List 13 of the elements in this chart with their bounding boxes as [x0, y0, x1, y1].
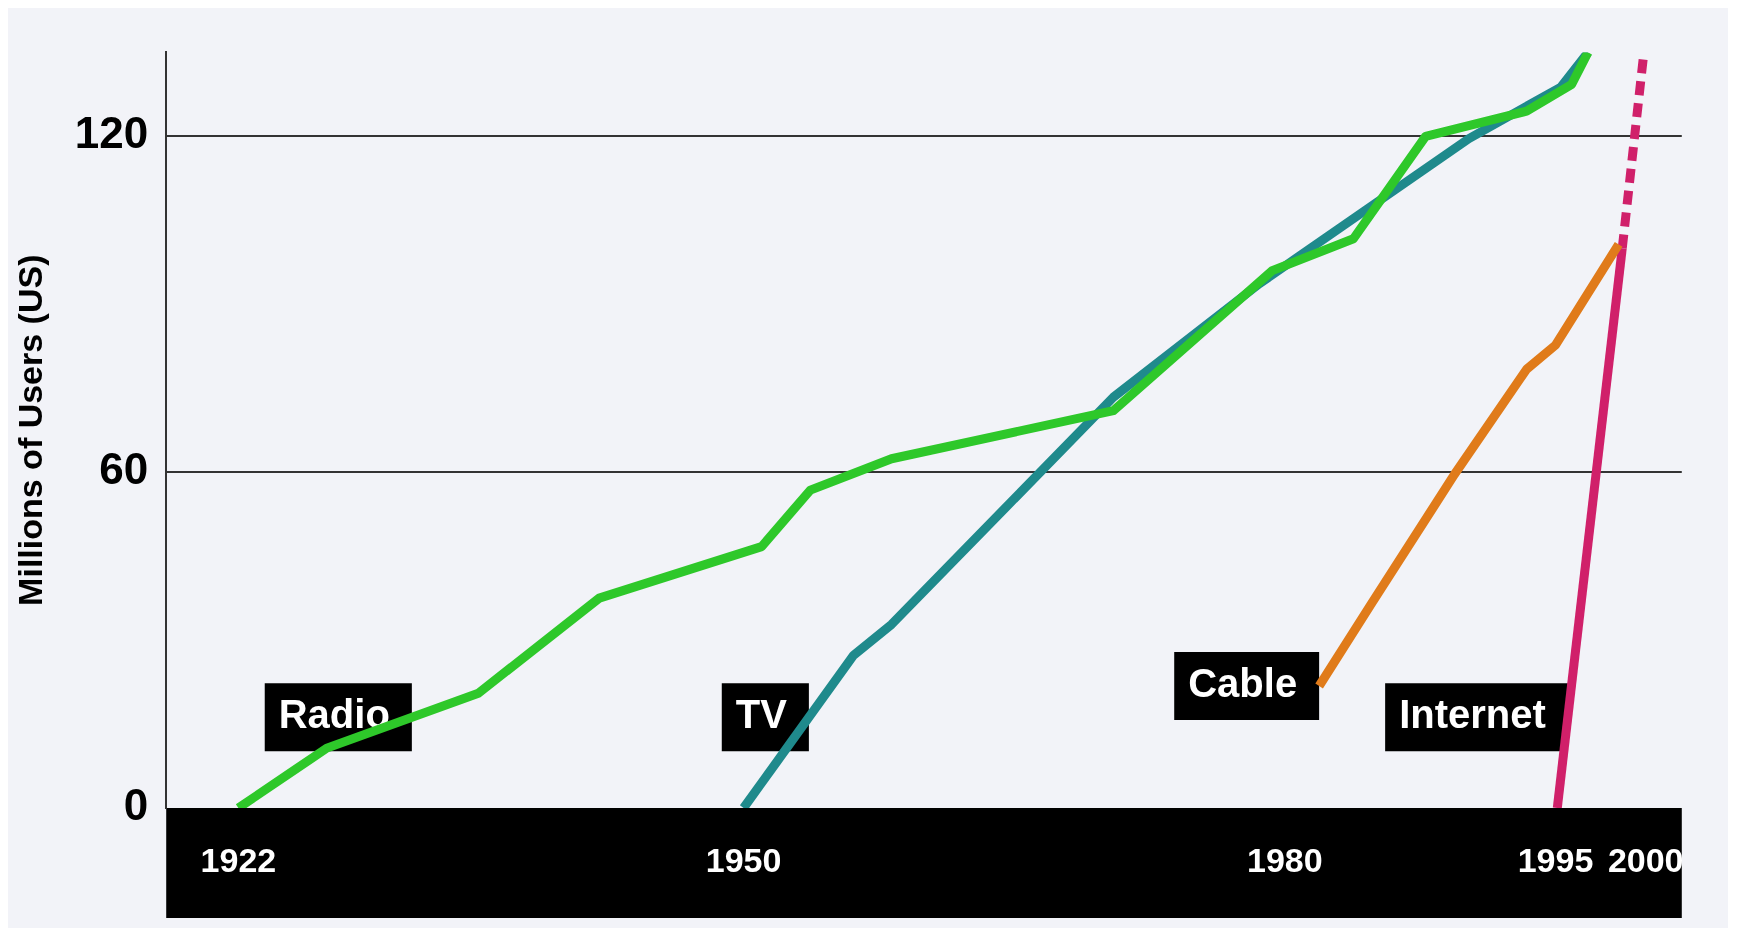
x-tick-label: 1995 [1517, 840, 1594, 879]
x-tick-label: 1922 [200, 840, 277, 879]
series-label: Cable [1188, 661, 1298, 706]
y-tick-label: 120 [74, 108, 149, 158]
y-tick-label: 60 [99, 444, 149, 494]
series-label: Internet [1399, 692, 1546, 737]
x-tick-label: 2000 [1607, 840, 1684, 879]
y-tick-label: 0 [123, 780, 149, 830]
x-tick-label: 1980 [1247, 840, 1323, 879]
series-label: TV [735, 692, 788, 737]
x-tick-label: 1950 [705, 840, 782, 879]
y-axis-title: Millions of Users (US) [10, 254, 49, 606]
series-label: Radio [278, 692, 390, 737]
